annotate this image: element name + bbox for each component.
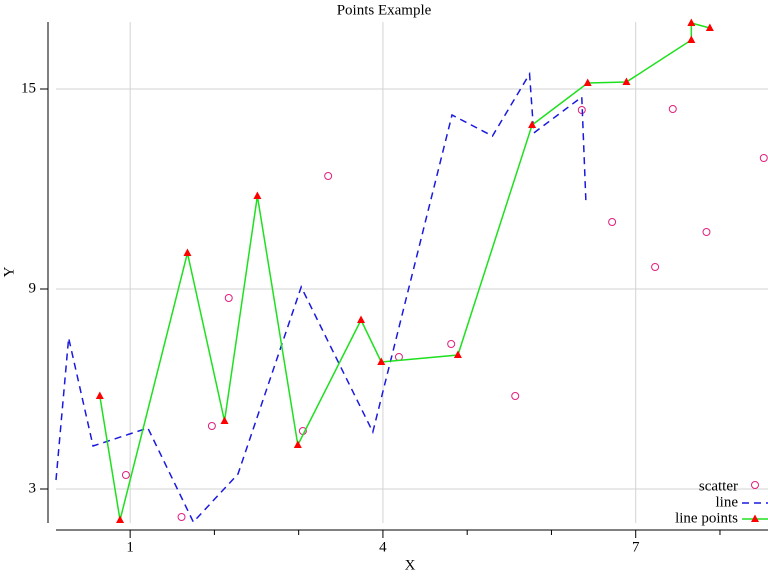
scatter-point — [447, 340, 456, 348]
line-marker — [705, 23, 714, 31]
chart-title: Points Example — [337, 2, 432, 18]
scatter-point — [608, 218, 617, 226]
scatter-point — [668, 105, 677, 113]
x-axis-label: X — [405, 557, 416, 573]
x-tick-label: 1 — [126, 539, 134, 555]
line-marker — [453, 350, 462, 358]
scatter-point — [324, 172, 333, 180]
x-tick-label: 7 — [632, 539, 640, 555]
line-marker — [357, 315, 366, 323]
line-marker — [583, 78, 592, 86]
line-marker — [253, 191, 262, 199]
line-marker — [183, 248, 192, 256]
scatter-point — [177, 513, 186, 521]
line-marker — [293, 440, 302, 448]
line — [99, 22, 711, 521]
scatter-point — [759, 154, 768, 162]
scatter-point — [224, 294, 233, 302]
y-tick-label: 9 — [29, 280, 37, 296]
y-tick-label: 3 — [29, 480, 37, 496]
scatter-point — [511, 392, 520, 400]
line-marker — [687, 18, 696, 26]
line-marker — [687, 35, 696, 43]
scatter-point — [121, 471, 130, 479]
legend-swatch — [751, 514, 759, 522]
legend-swatch — [751, 481, 759, 489]
scatter-point — [651, 263, 660, 271]
legend-label: line points — [675, 510, 738, 526]
dashed-line — [55, 71, 587, 524]
line-marker — [116, 515, 125, 523]
line-marker — [622, 77, 631, 85]
scatter-point — [702, 228, 711, 236]
x-tick-label: 4 — [379, 539, 387, 555]
line-marker — [528, 120, 537, 128]
y-tick-label: 15 — [21, 80, 36, 96]
scatter-point — [207, 422, 216, 430]
line-marker — [95, 391, 104, 399]
legend-label: scatter — [699, 478, 738, 494]
line-marker — [220, 416, 229, 424]
line-marker — [377, 357, 386, 365]
legend-label: line — [716, 494, 739, 510]
y-axis-label: Y — [1, 266, 17, 277]
